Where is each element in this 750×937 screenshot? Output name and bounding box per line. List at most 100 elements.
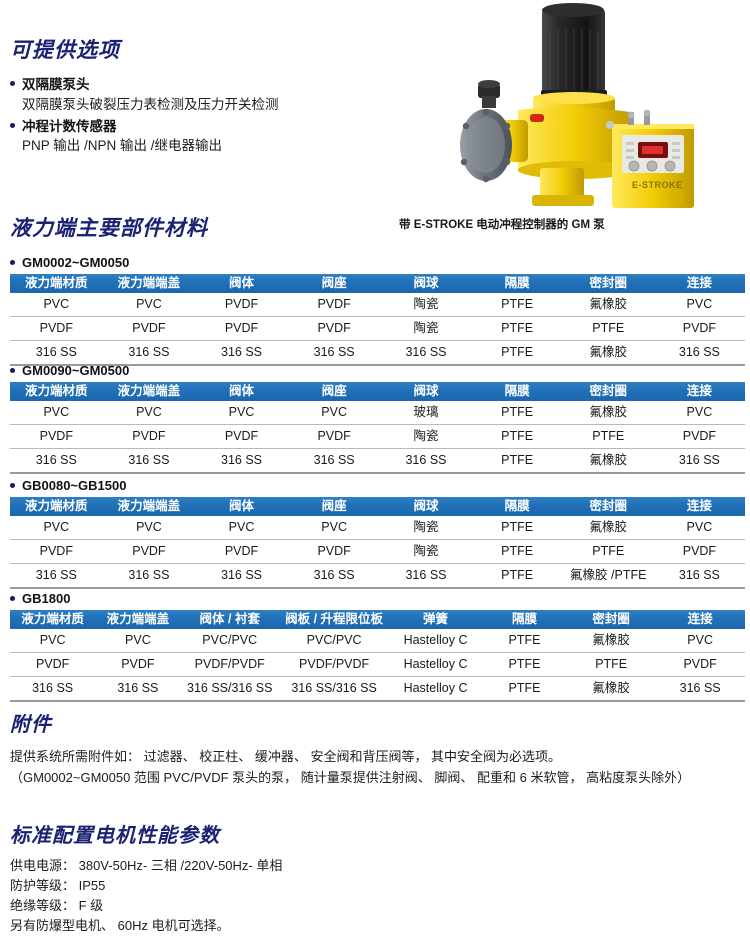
- options-title: 可提供选项: [10, 39, 120, 62]
- col-header: 连接: [653, 497, 745, 516]
- cell: PVDF: [95, 652, 181, 677]
- cell: PVC: [95, 629, 181, 653]
- cell: PTFE: [562, 539, 654, 564]
- col-header: 液力端材质: [10, 274, 103, 293]
- cell: 316 SS: [380, 340, 472, 366]
- cell: 氟橡胶: [567, 629, 656, 653]
- cell: PVDF: [653, 316, 745, 341]
- cell: PTFE: [471, 424, 563, 449]
- col-header: 阀座: [287, 497, 381, 516]
- bullet-dot-icon: [10, 483, 15, 488]
- cell: 316 SS: [287, 448, 381, 474]
- cell: PVC: [653, 293, 745, 317]
- cell: Hastelloy C: [389, 629, 482, 653]
- svg-text:E-STROKE: E-STROKE: [632, 180, 683, 190]
- table-row: PVC PVC PVC PVC 陶瓷 PTFE 氟橡胶 PVC: [10, 516, 745, 540]
- cell: PVDF: [195, 539, 288, 564]
- accessories-section: 附件 提供系统所需附件如： 过滤器、 校正柱、 缓冲器、 安全阀和背压阀等， 其…: [10, 715, 690, 789]
- table-row: PVDF PVDF PVDF PVDF 陶瓷 PTFE PTFE PVDF: [10, 424, 745, 449]
- motor-line-0: 供电电源： 380V-50Hz- 三相 /220V-50Hz- 单相: [10, 858, 283, 873]
- option-detail-0: 双隔膜泵头破裂压力表检测及压力开关检测: [22, 96, 279, 112]
- option-item-0: 双隔膜泵头: [10, 75, 279, 95]
- cell: PVC/PVC: [278, 629, 390, 653]
- table-group-label-text: GB1800: [22, 591, 71, 606]
- option-label-0: 双隔膜泵头: [22, 77, 90, 92]
- col-header: 密封圈: [562, 382, 654, 401]
- col-header: 液力端材质: [10, 497, 103, 516]
- cell: 陶瓷: [380, 539, 472, 564]
- photo-caption: 带 E-STROKE 电动冲程控制器的 GM 泵: [399, 219, 605, 231]
- cell: 316 SS/316 SS: [278, 676, 390, 702]
- col-header: 阀座: [287, 382, 381, 401]
- cell: PTFE: [471, 401, 563, 425]
- cell: PVDF: [287, 424, 381, 449]
- table-group-label-3: GB1800: [10, 591, 745, 606]
- cell: PVC: [10, 629, 96, 653]
- gm-pump-illustration: E-STROKE: [400, 2, 745, 212]
- col-header: 隔膜: [481, 610, 568, 629]
- product-photo: E-STROKE: [400, 2, 745, 212]
- cell: PTFE: [471, 316, 563, 341]
- cell: PVDF: [195, 424, 288, 449]
- cell: 316 SS: [653, 563, 745, 589]
- cell: Hastelloy C: [389, 676, 482, 702]
- cell: 316 SS: [653, 340, 745, 366]
- col-header: 弹簧: [389, 610, 482, 629]
- cell: PVC: [102, 401, 196, 425]
- accessories-line-0: 提供系统所需附件如： 过滤器、 校正柱、 缓冲器、 安全阀和背压阀等， 其中安全…: [10, 749, 562, 764]
- cell: Hastelloy C: [389, 652, 482, 677]
- cell: 氟橡胶 /PTFE: [562, 563, 654, 589]
- col-header: 隔膜: [471, 497, 563, 516]
- cell: 氟橡胶: [567, 676, 656, 702]
- cell: 316 SS: [102, 448, 196, 474]
- motor-line-3: 另有防爆型电机、 60Hz 电机可选择。: [10, 918, 230, 934]
- bullet-dot-icon: [10, 81, 15, 86]
- table-group-label-2: GB0080~GB1500: [10, 478, 745, 493]
- cell: PVDF/PVDF: [180, 652, 279, 677]
- cell: PTFE: [471, 293, 563, 317]
- cell: PVDF: [195, 293, 288, 317]
- cell: PVDF: [653, 424, 745, 449]
- cell: PVDF: [655, 652, 745, 677]
- bullet-dot-icon: [10, 596, 15, 601]
- col-header: 液力端端盖: [102, 497, 196, 516]
- col-header: 液力端端盖: [95, 610, 181, 629]
- col-header: 阀体: [195, 382, 288, 401]
- cell: PVC: [10, 516, 103, 540]
- cell: PVC: [287, 516, 381, 540]
- table-header-row: 液力端材质 液力端端盖 阀体 阀座 阀球 隔膜 密封圈 连接: [10, 274, 745, 293]
- table-row: 316 SS 316 SS 316 SS 316 SS 316 SS PTFE …: [10, 448, 745, 474]
- col-header: 液力端材质: [10, 382, 103, 401]
- col-header: 阀体 / 衬套: [180, 610, 279, 629]
- cell: 316 SS: [287, 340, 381, 366]
- option-item-1: 冲程计数传感器: [10, 117, 279, 137]
- option-detail-1: PNP 输出 /NPN 输出 /继电器输出: [22, 138, 223, 154]
- cell: PVDF: [10, 539, 103, 564]
- cell: 316 SS: [655, 676, 745, 702]
- cell: 玻璃: [380, 401, 472, 425]
- material-table-block-2: GB0080~GB1500 液力端材质 液力端端盖 阀体 阀座 阀球 隔膜 密封…: [10, 478, 745, 589]
- table-group-label-0: GM0002~GM0050: [10, 255, 745, 270]
- motor-line-2: 绝缘等级： F 级: [10, 898, 104, 914]
- col-header: 连接: [653, 382, 745, 401]
- cell: PVC/PVC: [180, 629, 279, 653]
- cell: 陶瓷: [380, 424, 472, 449]
- cell: PVC: [653, 516, 745, 540]
- cell: 316 SS: [380, 448, 472, 474]
- col-header: 阀板 / 升程限位板: [278, 610, 390, 629]
- table-group-label-1: GM0090~GM0500: [10, 363, 745, 378]
- cell: 316 SS: [10, 340, 103, 366]
- material-table-block-1: GM0090~GM0500 液力端材质 液力端端盖 阀体 阀座 阀球 隔膜 密封…: [10, 363, 745, 474]
- material-table-gb1800: 液力端材质 液力端端盖 阀体 / 衬套 阀板 / 升程限位板 弹簧 隔膜 密封圈…: [10, 610, 745, 702]
- cell: 316 SS: [10, 563, 103, 589]
- cell: PTFE: [471, 340, 563, 366]
- table-row: PVDF PVDF PVDF/PVDF PVDF/PVDF Hastelloy …: [10, 652, 745, 677]
- cell: PVC: [195, 401, 288, 425]
- col-header: 液力端端盖: [102, 274, 196, 293]
- cell: PVDF: [287, 293, 381, 317]
- cell: PTFE: [481, 652, 568, 677]
- material-table-block-3: GB1800 液力端材质 液力端端盖 阀体 / 衬套 阀板 / 升程限位板 弹簧…: [10, 591, 745, 702]
- materials-section: 液力端主要部件材料: [10, 218, 208, 239]
- cell: 氟橡胶: [562, 401, 654, 425]
- col-header: 密封圈: [567, 610, 656, 629]
